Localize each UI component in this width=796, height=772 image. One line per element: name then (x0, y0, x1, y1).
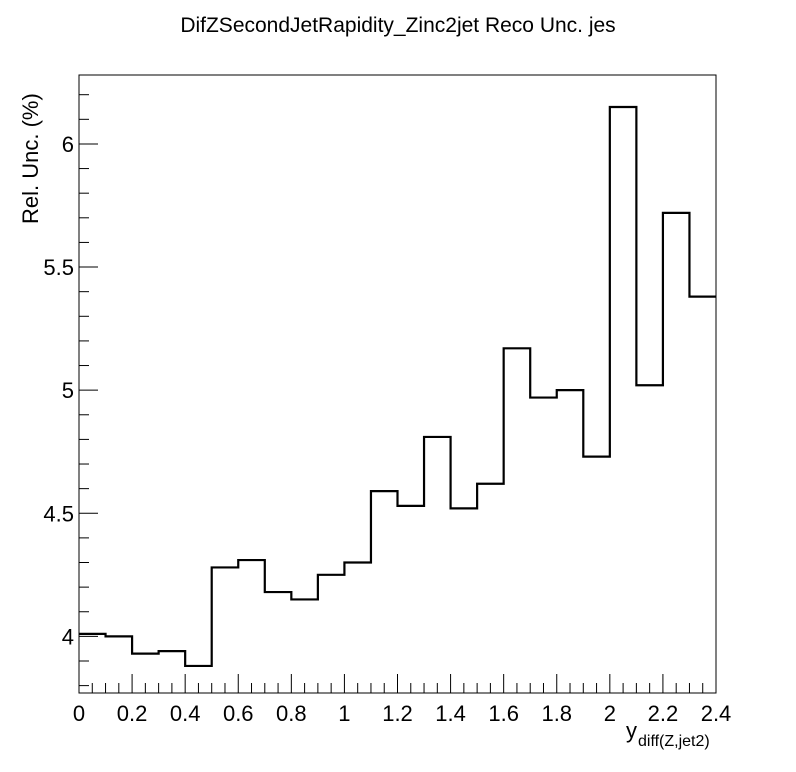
axis-ticks-layer (78, 94, 717, 693)
x-axis-label: ydiff(Z,jet2) (626, 718, 710, 750)
plot-frame (78, 74, 717, 694)
y-tick-label: 4.5 (43, 501, 74, 526)
x-axis-label-subscript: diff(Z,jet2) (638, 733, 710, 750)
x-tick-label: 1.6 (488, 701, 519, 726)
x-tick-label: 0.6 (223, 701, 254, 726)
y-tick-label: 5 (62, 378, 74, 403)
x-tick-label: 1.8 (541, 701, 572, 726)
x-tick-label: 0.4 (170, 701, 201, 726)
x-axis-label-main: y (626, 718, 637, 743)
plot-frame-layer (78, 74, 717, 694)
x-tick-label: 1.4 (435, 701, 466, 726)
chart-title: DifZSecondJetRapidity_Zinc2jet Reco Unc.… (180, 14, 616, 37)
y-tick-label: 4 (62, 624, 74, 649)
x-tick-label: 1.2 (382, 701, 413, 726)
histogram-step-line (79, 105, 716, 668)
y-tick-label: 6 (62, 132, 74, 157)
histogram-steps-layer (79, 105, 716, 668)
x-tick-label: 1 (338, 701, 350, 726)
x-tick-label: 0.8 (276, 701, 307, 726)
x-tick-label: 2 (604, 701, 616, 726)
x-tick-label: 0.2 (117, 701, 148, 726)
x-tick-label: 2.2 (648, 701, 679, 726)
x-tick-label: 2.4 (701, 701, 732, 726)
y-tick-label: 5.5 (43, 255, 74, 280)
x-tick-label: 0 (73, 701, 85, 726)
tick-labels-layer: 0 0.2 0.4 0.6 0.8 1 1.2 1.4 1.6 1.8 2 2.2 2.4 4 4.5 5 5.… (43, 132, 731, 726)
